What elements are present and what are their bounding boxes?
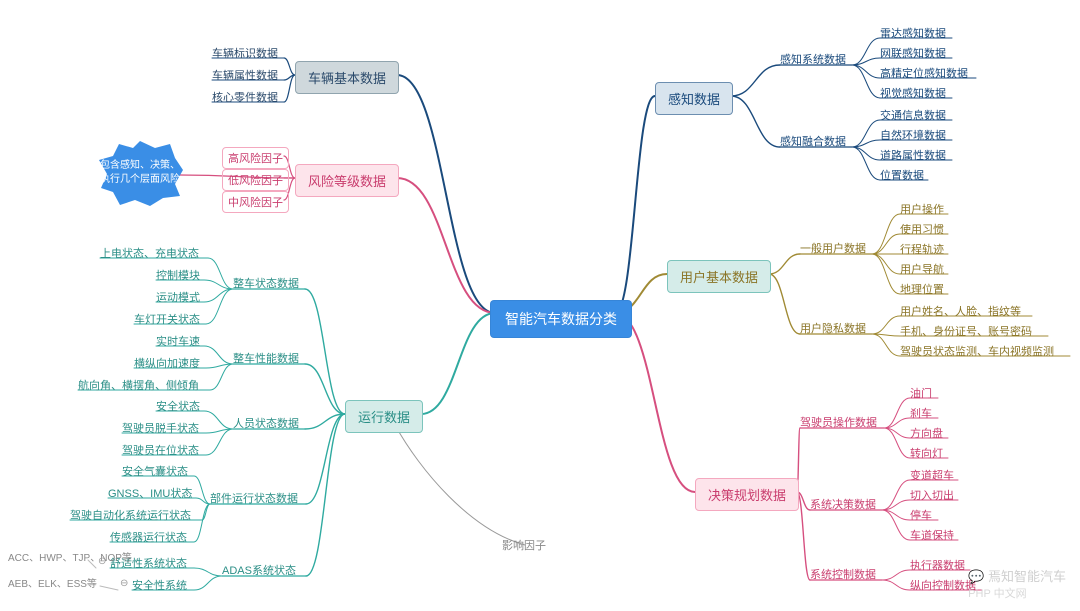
branch-node: 风险等级数据 bbox=[295, 164, 399, 197]
leaf-text: 地理位置 bbox=[900, 280, 944, 298]
leaf-text: 驾驶自动化系统运行状态 bbox=[70, 506, 191, 524]
leaf-text: 安全性系统 bbox=[132, 576, 187, 594]
leaf-text: 安全状态 bbox=[156, 397, 200, 415]
branch-node: 用户基本数据 bbox=[667, 260, 771, 293]
leaf-text: 自然环境数据 bbox=[880, 126, 946, 144]
leaf-text: 方向盘 bbox=[910, 424, 943, 442]
leaf-text: 道路属性数据 bbox=[880, 146, 946, 164]
watermark-text2: PHP 中文网 bbox=[968, 588, 1026, 600]
cloud-note: 包含感知、决策、执行几个层面风险 bbox=[95, 138, 185, 208]
branch-node: 车辆基本数据 bbox=[295, 61, 399, 94]
leaf-text: 驾驶员脱手状态 bbox=[122, 419, 199, 437]
leaf-text: 手机、身份证号、账号密码 bbox=[900, 322, 1032, 340]
leaf-text: 车灯开关状态 bbox=[134, 310, 200, 328]
branch-node: 运行数据 bbox=[345, 400, 423, 433]
leaf-text: 转向灯 bbox=[910, 444, 943, 462]
root-node: 智能汽车数据分类 bbox=[490, 300, 632, 338]
leaf-text: 车辆属性数据 bbox=[212, 66, 278, 84]
leaf-text: 整车性能数据 bbox=[233, 350, 299, 366]
leaf-text: 驾驶员状态监测、车内视频监测 bbox=[900, 342, 1054, 360]
branch-node: 决策规划数据 bbox=[695, 478, 799, 511]
leaf-text: 一般用户数据 bbox=[800, 240, 866, 256]
leaf-text: ADAS系统状态 bbox=[222, 562, 296, 578]
leaf-text: 横纵向加速度 bbox=[134, 354, 200, 372]
influence-label: 影响因子 bbox=[502, 537, 546, 553]
leaf-text: 变道超车 bbox=[910, 466, 954, 484]
leaf-text: AEB、ELK、ESS等 bbox=[8, 574, 97, 591]
leaf-text: 低风险因子 bbox=[222, 169, 289, 191]
leaf-text: 行程轨迹 bbox=[900, 240, 944, 258]
leaf-text: 中风险因子 bbox=[222, 191, 289, 213]
leaf-text: 航向角、横摆角、侧倾角 bbox=[78, 376, 199, 394]
leaf-text: 用户操作 bbox=[900, 200, 944, 218]
leaf-text: 纵向控制数据 bbox=[910, 576, 976, 594]
leaf-text: 驾驶员在位状态 bbox=[122, 441, 199, 459]
leaf-text: 用户隐私数据 bbox=[800, 320, 866, 336]
leaf-text: 核心零件数据 bbox=[212, 88, 278, 106]
leaf-text: 用户姓名、人脸、指纹等 bbox=[900, 302, 1021, 320]
leaf-text: 停车 bbox=[910, 506, 932, 524]
leaf-text: 雷达感知数据 bbox=[880, 24, 946, 42]
leaf-text: 视觉感知数据 bbox=[880, 84, 946, 102]
leaf-text: 系统控制数据 bbox=[810, 566, 876, 582]
leaf-text: 驾驶员操作数据 bbox=[800, 414, 877, 430]
leaf-text: 交通信息数据 bbox=[880, 106, 946, 124]
leaf-text: 位置数据 bbox=[880, 166, 924, 184]
leaf-text: 整车状态数据 bbox=[233, 275, 299, 291]
leaf-text: 控制模块 bbox=[156, 266, 200, 284]
leaf-text: 车辆标识数据 bbox=[212, 44, 278, 62]
leaf-text: 部件运行状态数据 bbox=[210, 490, 298, 506]
leaf-text: 实时车速 bbox=[156, 332, 200, 350]
leaf-text: ACC、HWP、TJP、NOP等 bbox=[8, 548, 132, 565]
leaf-text: 切入切出 bbox=[910, 486, 954, 504]
leaf-text: 油门 bbox=[910, 384, 932, 402]
cloud-text: 包含感知、决策、执行几个层面风险 bbox=[95, 155, 185, 191]
leaf-text: 运动模式 bbox=[156, 288, 200, 306]
leaf-text: 系统决策数据 bbox=[810, 496, 876, 512]
leaf-text: 高精定位感知数据 bbox=[880, 64, 968, 82]
leaf-text: 高风险因子 bbox=[222, 147, 289, 169]
leaf-text: 传感器运行状态 bbox=[110, 528, 187, 546]
leaf-text: GNSS、IMU状态 bbox=[108, 484, 192, 502]
leaf-text: 安全气囊状态 bbox=[122, 462, 188, 480]
leaf-text: 执行器数据 bbox=[910, 556, 965, 574]
leaf-text: 车道保持 bbox=[910, 526, 954, 544]
leaf-text: 网联感知数据 bbox=[880, 44, 946, 62]
watermark-text: 焉知智能汽车 bbox=[988, 569, 1066, 584]
leaf-text: 上电状态、充电状态 bbox=[100, 244, 199, 262]
leaf-text: 刹车 bbox=[910, 404, 932, 422]
leaf-text: 感知系统数据 bbox=[780, 51, 846, 67]
leaf-text: 人员状态数据 bbox=[233, 415, 299, 431]
branch-node: 感知数据 bbox=[655, 82, 733, 115]
watermark: 💬 焉知智能汽车 PHP 中文网 bbox=[968, 566, 1066, 601]
watermark-icon: 💬 bbox=[968, 569, 984, 584]
leaf-text: 用户导航 bbox=[900, 260, 944, 278]
leaf-text: 使用习惯 bbox=[900, 220, 944, 238]
leaf-text: 感知融合数据 bbox=[780, 133, 846, 149]
